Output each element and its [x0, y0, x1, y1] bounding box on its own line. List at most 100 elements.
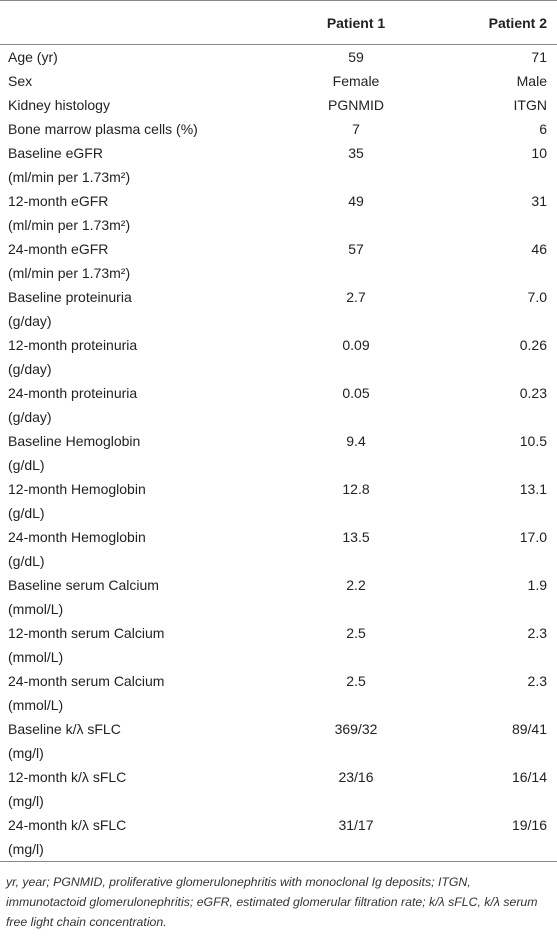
row-label-cell: Baseline k/λ sFLC (mg/l) — [0, 717, 276, 765]
row-unit: (mg/l) — [8, 793, 44, 809]
value-cell: Female — [332, 73, 380, 89]
row-label: Kidney histology — [8, 97, 110, 113]
row-unit: (g/day) — [8, 409, 52, 425]
value-cell: 0.23 — [519, 385, 547, 401]
table-row: Baseline eGFR (ml/min per 1.73m²) 35 10 — [0, 141, 557, 189]
row-label-cell: 12-month k/λ sFLC (mg/l) — [0, 765, 276, 813]
value-cell: 16/14 — [511, 769, 547, 785]
row-label: Bone marrow plasma cells (%) — [8, 121, 198, 137]
row-unit: (g/day) — [8, 313, 52, 329]
row-label-cell: Baseline eGFR (ml/min per 1.73m²) — [0, 141, 276, 189]
row-unit: (ml/min per 1.73m²) — [8, 217, 131, 233]
data-table: Patient 1 Patient 2 Age (yr) 59 71 Sex Femal… — [0, 0, 557, 862]
table-head: Patient 1 Patient 2 — [0, 0, 557, 45]
row-label-cell: 24-month Hemoglobin (g/dL) — [0, 525, 276, 573]
header-row: Patient 1 Patient 2 — [0, 0, 557, 45]
table-row: 12-month serum Calcium (mmol/L) 2.5 2.3 — [0, 621, 557, 669]
row-label: Baseline eGFR — [8, 145, 103, 161]
row-unit: (mg/l) — [8, 745, 44, 761]
value-cell: 35 — [348, 145, 364, 161]
row-label: 12-month Hemoglobin — [8, 481, 146, 497]
value-cell: 7 — [352, 121, 360, 137]
row-unit: (mmol/L) — [8, 649, 64, 665]
row-label: 12-month proteinuria — [8, 337, 138, 353]
table-row: Age (yr) 59 71 — [0, 45, 557, 70]
value-cell: 23/16 — [338, 769, 374, 785]
value-cell: 13.1 — [519, 481, 547, 497]
row-label-cell: 24-month eGFR (ml/min per 1.73m²) — [0, 237, 276, 285]
value-cell: 369/32 — [334, 721, 378, 737]
table-row: Bone marrow plasma cells (%) 7 6 — [0, 117, 557, 141]
row-label: Baseline Hemoglobin — [8, 433, 141, 449]
row-label-cell: Age (yr) — [0, 45, 276, 70]
row-label-cell: Baseline Hemoglobin (g/dL) — [0, 429, 276, 477]
table-row: Kidney histology PGNMID ITGN — [0, 93, 557, 117]
value-cell: 31/17 — [338, 817, 374, 833]
row-label: Baseline serum Calcium — [8, 577, 159, 593]
value-cell: 10.5 — [519, 433, 547, 449]
row-label: 12-month eGFR — [8, 193, 109, 209]
value-cell: 10 — [531, 145, 547, 161]
row-label-cell: Baseline proteinuria (g/day) — [0, 285, 276, 333]
row-label-cell: Bone marrow plasma cells (%) — [0, 117, 276, 141]
table-row: Baseline serum Calcium (mmol/L) 2.2 1.9 — [0, 573, 557, 621]
row-label: 24-month Hemoglobin — [8, 529, 146, 545]
row-unit: (mg/l) — [8, 841, 44, 857]
row-label-cell: 24-month serum Calcium (mmol/L) — [0, 669, 276, 717]
row-unit: (ml/min per 1.73m²) — [8, 265, 131, 281]
value-cell: 2.7 — [346, 289, 366, 305]
value-cell: 9.4 — [346, 433, 366, 449]
table-row: Baseline proteinuria (g/day) 2.7 7.0 — [0, 285, 557, 333]
value-cell: 2.3 — [527, 673, 547, 689]
table-row: 12-month proteinuria (g/day) 0.09 0.26 — [0, 333, 557, 381]
value-cell: 49 — [348, 193, 364, 209]
table-row: 12-month k/λ sFLC (mg/l) 23/16 16/14 — [0, 765, 557, 813]
row-label-cell: Sex — [0, 69, 276, 93]
table-row: 24-month k/λ sFLC (mg/l) 31/17 19/16 — [0, 813, 557, 862]
row-label: 24-month eGFR — [8, 241, 109, 257]
value-cell: 17.0 — [519, 529, 547, 545]
row-unit: (g/dL) — [8, 457, 45, 473]
value-cell: 6 — [539, 121, 547, 137]
value-cell: 0.05 — [342, 385, 370, 401]
row-label-cell: Kidney histology — [0, 93, 276, 117]
column-header: Patient 1 — [326, 14, 386, 31]
table-row: 24-month Hemoglobin (g/dL) 13.5 17.0 — [0, 525, 557, 573]
table-row: 24-month eGFR (ml/min per 1.73m²) 57 46 — [0, 237, 557, 285]
row-unit: (g/day) — [8, 361, 52, 377]
value-cell: 1.9 — [527, 577, 547, 593]
row-label-cell: 12-month eGFR (ml/min per 1.73m²) — [0, 189, 276, 237]
row-label: 12-month serum Calcium — [8, 625, 165, 641]
footnote: yr, year; PGNMID, proliferative glomerul… — [6, 875, 538, 929]
value-cell: 89/41 — [511, 721, 547, 737]
row-label: Sex — [8, 73, 33, 89]
table-row: Baseline Hemoglobin (g/dL) 9.4 10.5 — [0, 429, 557, 477]
row-label-cell: 12-month serum Calcium (mmol/L) — [0, 621, 276, 669]
row-unit: (mmol/L) — [8, 601, 64, 617]
row-label-cell: 24-month k/λ sFLC (mg/l) — [0, 813, 276, 862]
value-cell: 7.0 — [527, 289, 547, 305]
table-row: Baseline k/λ sFLC (mg/l) 369/32 89/41 — [0, 717, 557, 765]
table-row: 12-month eGFR (ml/min per 1.73m²) 49 31 — [0, 189, 557, 237]
value-cell: 19/16 — [511, 817, 547, 833]
value-cell: 0.26 — [519, 337, 547, 353]
value-cell: 46 — [531, 241, 547, 257]
value-cell: 2.2 — [346, 577, 366, 593]
value-cell: 71 — [531, 49, 547, 65]
table-row: 24-month serum Calcium (mmol/L) 2.5 2.3 — [0, 669, 557, 717]
value-cell: 0.09 — [342, 337, 370, 353]
row-label: 24-month k/λ sFLC — [8, 817, 127, 833]
row-unit: (ml/min per 1.73m²) — [8, 169, 131, 185]
value-cell: 2.5 — [346, 673, 366, 689]
table-row: 24-month proteinuria (g/day) 0.05 0.23 — [0, 381, 557, 429]
row-label-cell: 12-month Hemoglobin (g/dL) — [0, 477, 276, 525]
row-label: 24-month proteinuria — [8, 385, 138, 401]
row-label: 24-month serum Calcium — [8, 673, 165, 689]
table-body: Age (yr) 59 71 Sex Female Male Kidney histolog… — [0, 45, 557, 862]
value-cell: PGNMID — [328, 97, 384, 113]
value-cell: 12.8 — [342, 481, 370, 497]
value-cell: 13.5 — [342, 529, 370, 545]
row-label: 12-month k/λ sFLC — [8, 769, 127, 785]
column-header: Patient 2 — [488, 14, 547, 31]
